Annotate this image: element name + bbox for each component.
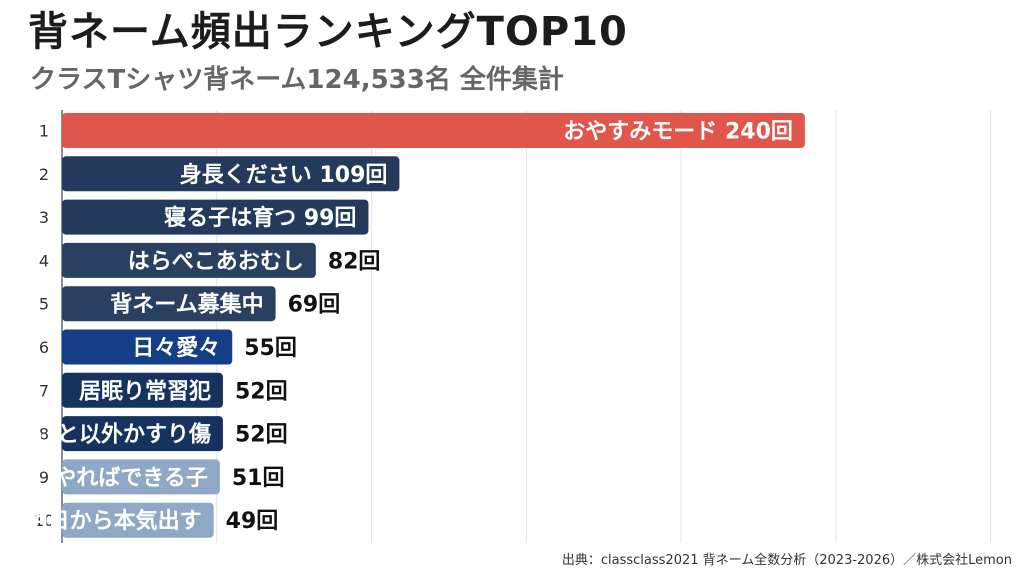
chart-title: 背ネーム頻出ランキングTOP10 [28, 9, 628, 55]
rank-label: 7 [39, 381, 49, 400]
bar-name-label: 明日から本気出す [26, 508, 202, 534]
rank-label: 6 [39, 338, 49, 357]
bar-value-label: 51回 [232, 466, 285, 491]
rank-label: 2 [39, 165, 49, 184]
chart-subtitle: クラスTシャツ背ネーム124,533名 全件集計 [30, 65, 564, 95]
bar [62, 416, 223, 452]
rank-label: 8 [39, 425, 49, 444]
bar-label: 寝る子は育つ 99回 [164, 205, 356, 231]
bar [62, 113, 805, 148]
bar-name-label: 居眠り常習犯 [79, 378, 211, 404]
source-note: 出典：classclass2021 背ネーム全数分析（2023-2026）／株式… [561, 553, 1012, 568]
bar [62, 242, 316, 278]
bar [62, 502, 214, 538]
bar-value-label: 82回 [328, 249, 381, 274]
bar [62, 372, 223, 408]
bar-value-label: 52回 [235, 379, 288, 404]
bar [62, 329, 233, 365]
bar-value-label: 55回 [244, 336, 297, 361]
bar-name-label: はらぺこあおむし [128, 249, 304, 274]
bar-name-label: 背ネーム募集中 [110, 292, 263, 318]
bar [62, 199, 369, 235]
bar-label: おやすみモード 240回 [563, 120, 793, 145]
bar-label: 身長ください 109回 [180, 162, 388, 188]
rank-label: 3 [39, 208, 49, 227]
bar-value-label: 52回 [235, 423, 288, 448]
rank-label: 1 [39, 122, 49, 141]
bar [62, 286, 276, 322]
bar [62, 156, 400, 192]
bar-value-label: 49回 [226, 509, 279, 534]
rank-label: 9 [39, 468, 49, 487]
rank-label: 10 [34, 511, 54, 530]
bar [62, 459, 220, 495]
bar-value-label: 69回 [288, 293, 341, 318]
bar-name-label: 死ぬこと以外かすり傷 [0, 422, 211, 448]
rank-label: 4 [39, 251, 49, 270]
rank-label: 5 [39, 295, 49, 314]
bar-name-label: 日々愛々 [132, 335, 220, 361]
bar-name-label: やればできる子 [54, 466, 208, 491]
